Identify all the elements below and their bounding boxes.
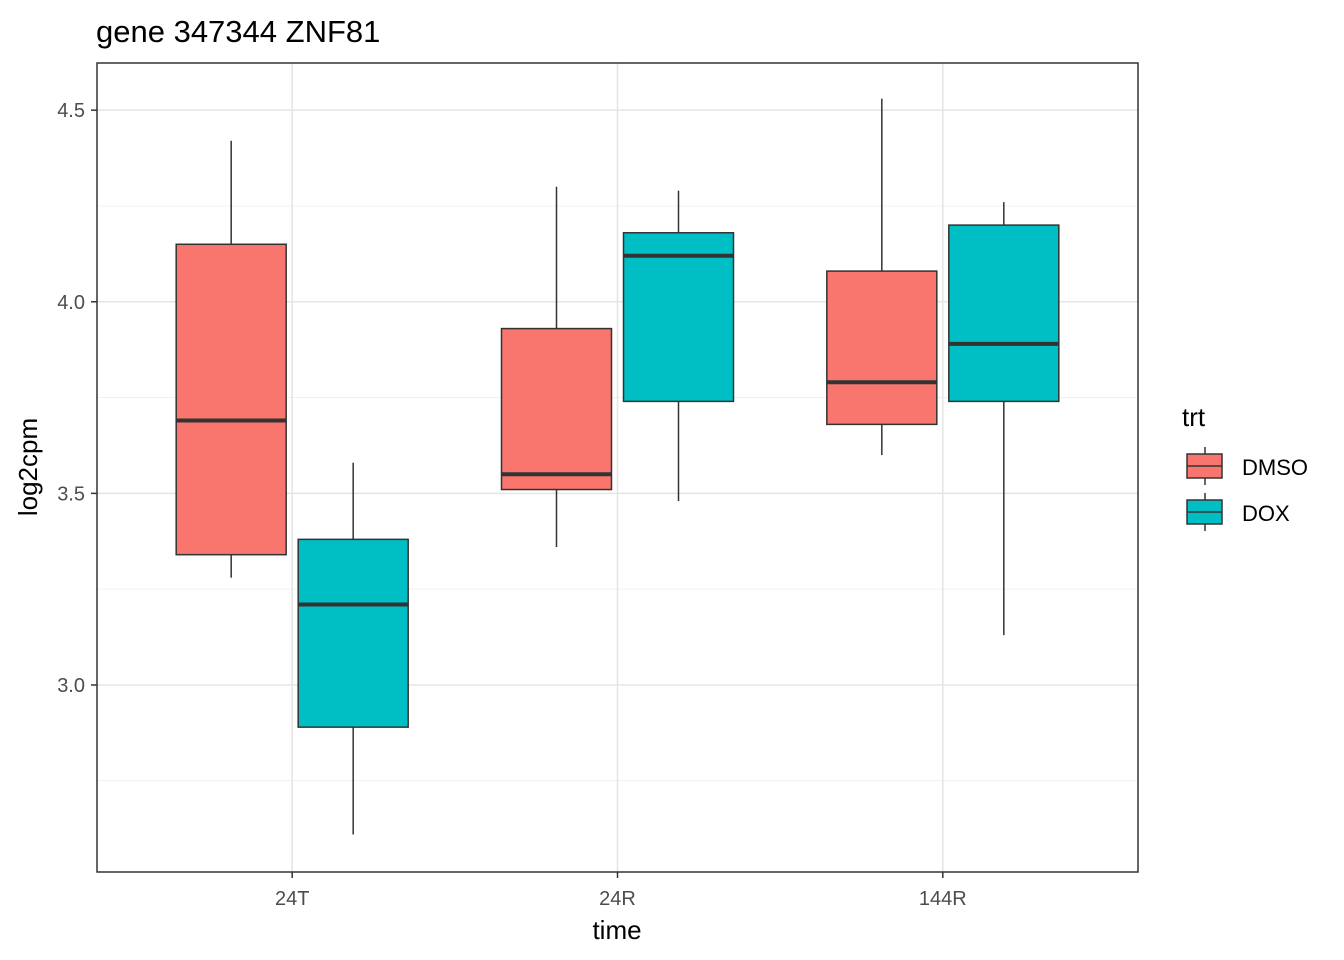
box xyxy=(297,538,409,728)
box-dmso-24t xyxy=(175,140,287,578)
x-tick-label: 24R xyxy=(599,888,636,910)
axes: 3.0 3.5 4.0 4.5 24T 24R 144R xyxy=(57,100,967,910)
x-tick-label: 24T xyxy=(275,888,309,910)
box xyxy=(826,270,938,426)
box xyxy=(500,327,613,491)
box-dmso-24r xyxy=(500,186,613,548)
y-tick-label: 3.0 xyxy=(57,675,85,697)
y-axis-label: log2cpm xyxy=(13,418,43,516)
y-tick-label: 4.0 xyxy=(57,292,85,314)
box xyxy=(175,243,287,556)
box-dox-24t xyxy=(297,462,409,835)
legend-label: DOX xyxy=(1242,501,1290,526)
legend: trt DMSO DOX xyxy=(1182,402,1308,531)
x-axis-label: time xyxy=(592,915,641,945)
legend-title: trt xyxy=(1182,402,1206,432)
boxes xyxy=(175,98,1060,835)
y-tick-label: 3.5 xyxy=(57,483,85,505)
box xyxy=(622,232,735,403)
box-dmso-144r xyxy=(826,98,938,456)
chart-title: gene 347344 ZNF81 xyxy=(96,14,380,49)
box-dox-144r xyxy=(948,202,1060,636)
x-tick-label: 144R xyxy=(919,888,967,910)
box-dox-24r xyxy=(622,190,735,502)
y-tick-label: 4.5 xyxy=(57,100,85,122)
box xyxy=(948,224,1060,403)
legend-label: DMSO xyxy=(1242,455,1308,480)
